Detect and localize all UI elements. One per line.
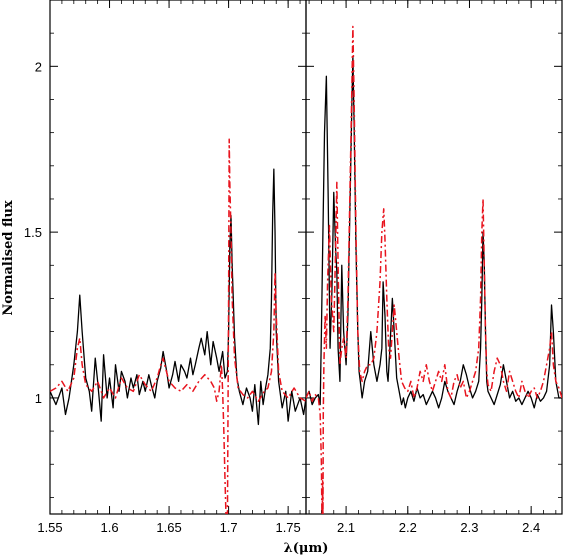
h-band-panel: 1.55 1.6 1.65 1.7 1.75 xyxy=(37,0,307,535)
plot-frame xyxy=(305,0,563,515)
x-axis-title: λ(μm) xyxy=(284,541,329,556)
observed-spectrum-line xyxy=(306,55,562,409)
model-spectrum-line xyxy=(306,25,562,514)
y-tick-label: 1.5 xyxy=(24,225,42,240)
x-tick-label: 1.65 xyxy=(156,520,181,535)
x-tick-label: 2.2 xyxy=(399,520,417,535)
x-tick-label: 2.1 xyxy=(337,520,355,535)
y-axis: 11.52 xyxy=(24,59,42,406)
x-tick-label: 2.3 xyxy=(460,520,478,535)
y-tick-label: 2 xyxy=(35,59,42,74)
x-tick-label: 1.6 xyxy=(100,520,118,535)
observed-spectrum-line xyxy=(50,168,306,426)
model-spectrum-line xyxy=(50,138,306,514)
x-tick-label: 1.75 xyxy=(275,520,300,535)
x-tick-label: 1.55 xyxy=(37,520,62,535)
k-band-panel: 2.1 2.2 2.3 2.4 xyxy=(305,0,563,535)
plot-frame xyxy=(49,0,307,515)
y-axis-title: Normalised flux xyxy=(1,200,16,316)
x-tick-label: 2.4 xyxy=(522,520,540,535)
y-tick-label: 1 xyxy=(35,391,42,406)
x-tick-label: 1.7 xyxy=(220,520,238,535)
